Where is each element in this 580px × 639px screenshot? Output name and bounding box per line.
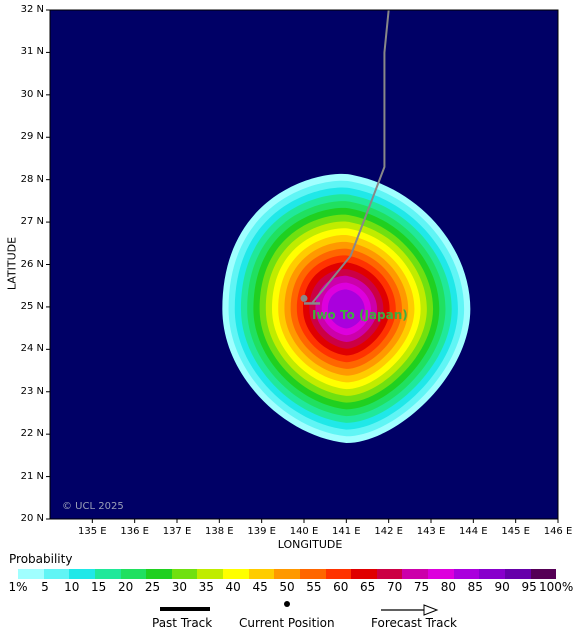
legend-label: 95	[521, 580, 537, 594]
legend-swatch	[376, 569, 403, 579]
legend-label: 45	[252, 580, 268, 594]
lon-tick-label: 138 E	[205, 526, 234, 537]
y-axis-label: LATITUDE	[5, 236, 19, 291]
x-axis-label: LONGITUDE	[277, 538, 343, 551]
legend-swatch	[479, 569, 505, 579]
forecast-track-label: Forecast Track	[371, 616, 457, 630]
lon-tick-label: 146 E	[543, 526, 573, 537]
legend-title: Probability	[9, 552, 73, 566]
lon-tick-label: 143 E	[416, 526, 446, 537]
legend-swatch	[171, 569, 198, 579]
legend-swatch	[530, 569, 557, 579]
legend-swatch	[248, 569, 275, 579]
legend-label: 85	[467, 580, 483, 594]
lat-tick-label: 24 N	[20, 343, 44, 355]
legend-swatch	[325, 569, 352, 579]
legend-colorbar	[18, 569, 557, 579]
lon-tick-label: 142 E	[374, 526, 403, 537]
legend-swatch	[94, 569, 121, 579]
lat-tick-label: 27 N	[20, 216, 44, 228]
lon-tick-label: 136 E	[120, 526, 149, 537]
storm-track	[300, 9, 390, 305]
legend-swatch	[197, 569, 223, 579]
legend-label: 40	[225, 580, 241, 594]
copyright-text: © UCL 2025	[62, 501, 124, 512]
legend-swatch	[69, 569, 95, 579]
lon-tick-label: 140 E	[289, 526, 319, 537]
lat-tick-label: 26 N	[20, 258, 44, 270]
legend-swatch	[402, 569, 428, 579]
legend-label: 1%	[8, 580, 28, 594]
lat-tick-label: 21 N	[20, 470, 44, 482]
legend-label: 25	[144, 580, 161, 594]
current-position-symbol	[284, 601, 290, 607]
legend-label: 70	[386, 580, 403, 594]
lon-tick-label: 135 E	[78, 526, 107, 537]
legend-label: 35	[198, 580, 214, 594]
legend-label: 15	[91, 580, 107, 594]
forecast-track-arrowhead	[423, 604, 439, 616]
forecast-track-path	[311, 9, 390, 304]
legend-label: 60	[333, 580, 349, 594]
legend-swatch	[299, 569, 326, 579]
lat-tick-label: 22 N	[20, 428, 44, 440]
lon-tick-label: 141 E	[332, 526, 361, 537]
past-track-label: Past Track	[152, 616, 213, 630]
lat-tick-label: 31 N	[20, 46, 44, 58]
legend-swatch	[504, 569, 531, 579]
legend-label: 5	[41, 580, 49, 594]
lat-tick-label: 23 N	[20, 385, 44, 397]
axis-ticks	[46, 9, 559, 523]
legend-label: 50	[279, 580, 295, 594]
legend-swatch	[43, 569, 70, 579]
legend-swatch	[146, 569, 172, 579]
legend-label: 20	[117, 580, 134, 594]
lat-tick-label: 28 N	[20, 173, 44, 185]
lat-tick-label: 30 N	[20, 88, 44, 100]
legend-label: 30	[171, 580, 188, 594]
lat-tick-label: 32 N	[20, 4, 44, 15]
legend-swatch	[274, 569, 300, 579]
probability-contours	[222, 173, 471, 444]
lat-tick-label: 29 N	[20, 131, 44, 143]
lon-tick-label: 139 E	[247, 526, 276, 537]
legend-label: 10	[64, 580, 80, 594]
lon-tick-label: 137 E	[162, 526, 192, 537]
legend-label: 75	[413, 580, 430, 594]
current-position-label: Current Position	[239, 616, 335, 630]
lat-tick-label: 20 N	[20, 513, 44, 524]
probability-contour	[327, 289, 365, 329]
legend-label: 100%	[539, 580, 574, 594]
legend-label: 80	[440, 580, 457, 594]
legend-swatch	[453, 569, 480, 579]
legend-label: 55	[306, 580, 322, 594]
current-position-marker	[300, 294, 308, 302]
legend-swatch	[351, 569, 377, 579]
lon-tick-label: 144 E	[459, 526, 488, 537]
legend-swatch	[223, 569, 249, 579]
place-label: Iwo To (Japan)	[312, 308, 408, 322]
legend-swatch	[18, 569, 44, 579]
lon-tick-label: 145 E	[501, 526, 530, 537]
lat-tick-label: 25 N	[20, 300, 44, 312]
legend-label: 90	[494, 580, 510, 594]
legend-swatch	[120, 569, 147, 579]
legend-label: 65	[360, 580, 376, 594]
legend-swatch	[428, 569, 454, 579]
